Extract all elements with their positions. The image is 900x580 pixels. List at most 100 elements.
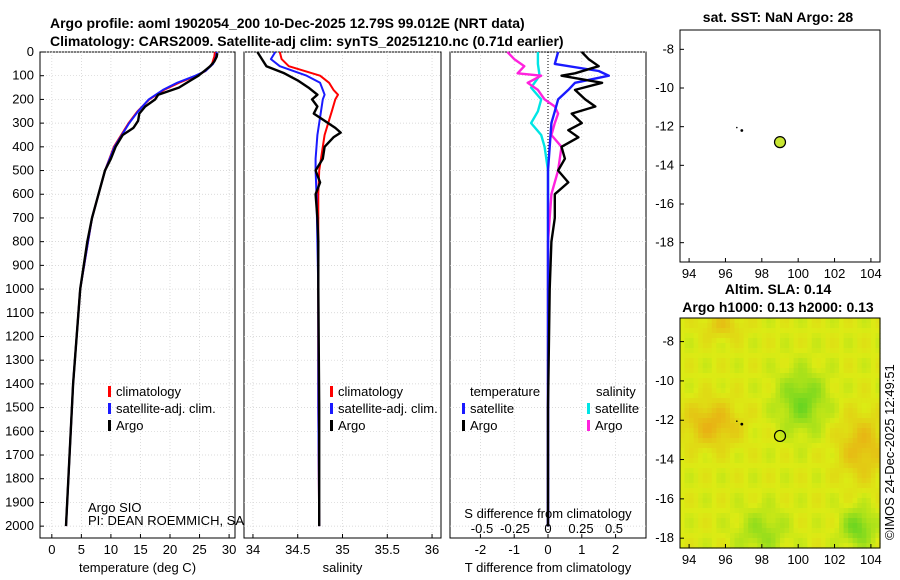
heatmap-cell [820, 488, 826, 494]
heatmap-cell [834, 418, 840, 424]
heatmap-cell [739, 338, 745, 344]
heatmap-cell [698, 383, 704, 389]
heatmap-cell [711, 468, 717, 474]
heatmap-cell [725, 498, 731, 504]
heatmap-cell [748, 518, 754, 524]
heatmap-cell [720, 388, 726, 394]
heatmap-cell [857, 503, 863, 509]
heatmap-cell [680, 343, 686, 349]
heatmap-cell [793, 453, 799, 459]
heatmap-cell [707, 353, 713, 359]
heatmap-cell [698, 473, 704, 479]
heatmap-cell [830, 323, 836, 329]
heatmap-cell [839, 458, 845, 464]
heatmap-cell [807, 513, 813, 519]
heatmap-cell [816, 463, 822, 469]
heatmap-cell [825, 458, 831, 464]
heatmap-cell [848, 533, 854, 539]
heatmap-cell [748, 443, 754, 449]
heatmap-cell [857, 473, 863, 479]
heatmap-cell [830, 498, 836, 504]
heatmap-cell [739, 493, 745, 499]
heatmap-cell [857, 348, 863, 354]
heatmap-cell [875, 413, 881, 419]
heatmap-cell [798, 333, 804, 339]
heatmap-cell [720, 338, 726, 344]
heatmap-cell [811, 528, 817, 534]
heatmap-cell [825, 473, 831, 479]
heatmap-cell [680, 383, 686, 389]
heatmap-cell [825, 368, 831, 374]
heatmap-cell [830, 318, 836, 324]
heatmap-cell [702, 333, 708, 339]
heatmap-cell [702, 438, 708, 444]
x-tick-label: 100 [787, 552, 809, 567]
heatmap-cell [848, 353, 854, 359]
heatmap-cell [820, 518, 826, 524]
heatmap-cell [839, 393, 845, 399]
heatmap-cell [689, 373, 695, 379]
heatmap-cell [711, 373, 717, 379]
heatmap-cell [834, 383, 840, 389]
heatmap-cell [693, 508, 699, 514]
heatmap-cell [770, 388, 776, 394]
heatmap-cell [857, 443, 863, 449]
heatmap-cell [734, 493, 740, 499]
heatmap-cell [734, 408, 740, 414]
heatmap-cell [780, 538, 786, 544]
heatmap-cell [770, 448, 776, 454]
heatmap-cell [789, 368, 795, 374]
y-tick-label: 400 [12, 139, 34, 154]
heatmap-cell [698, 428, 704, 434]
heatmap-cell [875, 373, 881, 379]
heatmap-cell [861, 368, 867, 374]
heatmap-cell [716, 428, 722, 434]
heatmap-cell [693, 358, 699, 364]
heatmap-cell [702, 518, 708, 524]
heatmap-cell [820, 433, 826, 439]
heatmap-cell [875, 458, 881, 464]
heatmap-cell [761, 428, 767, 434]
heatmap-cell [748, 523, 754, 529]
heatmap-cell [807, 463, 813, 469]
heatmap-cell [720, 513, 726, 519]
heatmap-cell [852, 398, 858, 404]
heatmap-cell [743, 338, 749, 344]
heatmap-cell [830, 443, 836, 449]
heatmap-cell [698, 333, 704, 339]
heatmap-cell [725, 448, 731, 454]
heatmap-cell [761, 493, 767, 499]
heatmap-cell [766, 498, 772, 504]
heatmap-cell [857, 513, 863, 519]
heatmap-cell [761, 478, 767, 484]
heatmap-cell [707, 318, 713, 324]
heatmap-cell [689, 418, 695, 424]
heatmap-cell [739, 468, 745, 474]
heatmap-cell [780, 443, 786, 449]
heatmap-cell [852, 403, 858, 409]
heatmap-cell [843, 503, 849, 509]
heatmap-cell [875, 483, 881, 489]
heatmap-cell [766, 513, 772, 519]
heatmap-cell [830, 433, 836, 439]
heatmap-cell [757, 443, 763, 449]
sla-map-title-line-2: Argo h1000: 0.13 h2000: 0.13 [682, 299, 874, 315]
heatmap-cell [798, 323, 804, 329]
heatmap-cell [780, 323, 786, 329]
heatmap-cell [689, 423, 695, 429]
heatmap-cell [766, 418, 772, 424]
heatmap-cell [770, 363, 776, 369]
heatmap-cell [734, 388, 740, 394]
heatmap-cell [766, 383, 772, 389]
heatmap-cell [698, 508, 704, 514]
heatmap-cell [702, 463, 708, 469]
heatmap-cell [798, 488, 804, 494]
heatmap-cell [734, 428, 740, 434]
heatmap-cell [757, 403, 763, 409]
heatmap-cell [843, 453, 849, 459]
heatmap-cell [802, 538, 808, 544]
heatmap-cell [684, 353, 690, 359]
heatmap-cell [843, 338, 849, 344]
heatmap-cell [830, 398, 836, 404]
heatmap-cell [734, 323, 740, 329]
